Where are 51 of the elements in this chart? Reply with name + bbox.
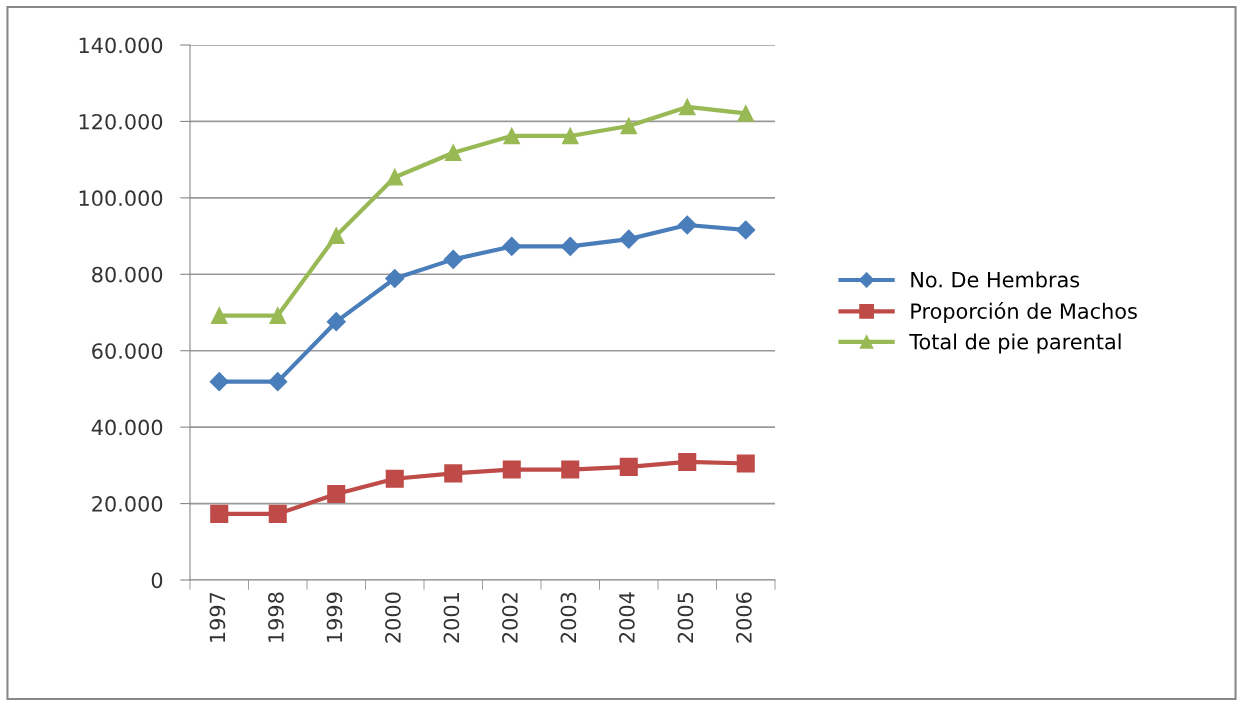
x-tick-label: 1998	[268, 592, 284, 642]
legend-label: Proporción de Machos	[911, 302, 1137, 323]
point	[619, 229, 639, 249]
x-tick-label: 2003	[560, 592, 577, 643]
point	[678, 452, 697, 471]
point	[209, 372, 229, 392]
x-tick-label: 2006	[736, 592, 752, 643]
x-tick-label: 2004	[619, 592, 635, 643]
point	[268, 372, 288, 392]
point	[327, 484, 346, 504]
point	[443, 249, 463, 269]
point	[210, 504, 229, 523]
point	[385, 469, 404, 488]
legend-label: No. De Hembras	[911, 271, 1080, 288]
point	[386, 168, 404, 186]
point	[210, 307, 228, 324]
y-tick-label: 120.000	[79, 113, 163, 130]
point	[269, 307, 287, 324]
point	[620, 117, 638, 135]
x-tick-label: 1997	[209, 592, 226, 642]
x-tick-label: 1999	[326, 592, 343, 642]
point	[503, 127, 521, 145]
point	[327, 227, 345, 245]
legend-label: Total de pie parental	[909, 333, 1121, 354]
point	[737, 105, 755, 122]
x-tick-label: 2005	[677, 592, 694, 643]
x-tick-label: 2002	[502, 593, 518, 643]
point	[678, 98, 696, 116]
point	[268, 504, 287, 523]
x-tick-label: 2000	[385, 592, 401, 643]
point	[736, 454, 755, 473]
point	[677, 215, 697, 235]
point	[326, 312, 346, 332]
point	[502, 460, 521, 479]
point	[736, 220, 756, 240]
y-tick-label: 40.000	[91, 419, 163, 436]
y-tick-label: 140.000	[79, 37, 163, 54]
point	[561, 460, 580, 479]
x-tick-label: 2001	[443, 593, 460, 643]
y-tick-label: 20.000	[92, 496, 163, 512]
point	[560, 236, 580, 256]
point	[444, 464, 463, 483]
point	[444, 144, 462, 162]
point	[502, 236, 522, 256]
y-tick-label: 80.000	[92, 266, 163, 283]
y-tick-label: 60.000	[92, 343, 163, 359]
point	[561, 127, 579, 145]
point	[385, 268, 405, 289]
y-tick-label: 0	[151, 572, 163, 589]
y-tick-label: 100.000	[79, 190, 163, 207]
point	[619, 457, 638, 476]
